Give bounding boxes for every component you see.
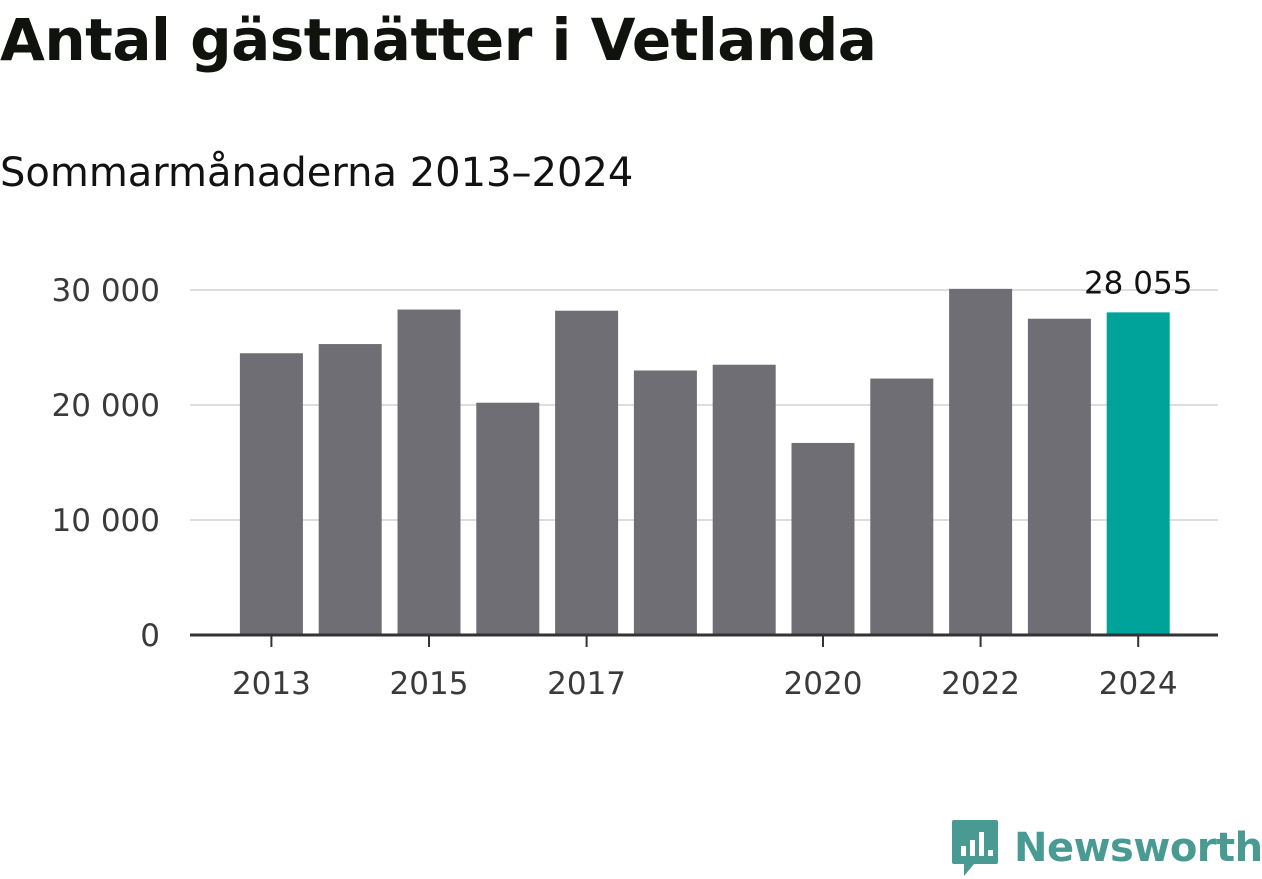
bar-2015 bbox=[397, 309, 461, 635]
bar-2017 bbox=[555, 310, 619, 635]
bar-2021 bbox=[870, 378, 934, 635]
x-tick-label: 2022 bbox=[941, 666, 1020, 702]
bar-2016 bbox=[476, 402, 540, 635]
y-tick-label: 10 000 bbox=[52, 503, 160, 539]
y-tick-label: 30 000 bbox=[52, 273, 160, 309]
bar-2023 bbox=[1027, 318, 1091, 635]
x-tick-label: 2015 bbox=[390, 666, 469, 702]
newsworthy-logo-icon bbox=[952, 820, 998, 876]
y-tick-label: 0 bbox=[140, 618, 160, 654]
chart-subtitle: Sommarmånaderna 2013–2024 bbox=[0, 150, 634, 196]
bar-2020 bbox=[791, 442, 855, 635]
bars bbox=[239, 288, 1170, 635]
newsworthy-logo: Newsworthy bbox=[950, 818, 1262, 878]
x-tick-label: 2024 bbox=[1099, 666, 1178, 702]
newsworthy-logo-text: Newsworthy bbox=[1014, 825, 1262, 871]
bar-2024 bbox=[1106, 312, 1170, 635]
y-tick-label: 20 000 bbox=[52, 388, 160, 424]
chart-title: Antal gästnätter i Vetlanda bbox=[0, 6, 877, 74]
bar-2022 bbox=[949, 288, 1013, 635]
bar-2014 bbox=[318, 344, 382, 635]
x-tick-label: 2020 bbox=[784, 666, 863, 702]
x-axis bbox=[190, 633, 1218, 647]
labels: 0 10 000 20 000 30 000 2013 2015 2017 2020 2022 2… bbox=[52, 265, 1193, 702]
bar-2018 bbox=[633, 370, 697, 635]
data-label: 28 055 bbox=[1084, 265, 1192, 301]
bar-2019 bbox=[712, 364, 776, 635]
bar-2013 bbox=[239, 353, 303, 635]
x-tick-label: 2013 bbox=[232, 666, 311, 702]
x-tick-label: 2017 bbox=[547, 666, 626, 702]
